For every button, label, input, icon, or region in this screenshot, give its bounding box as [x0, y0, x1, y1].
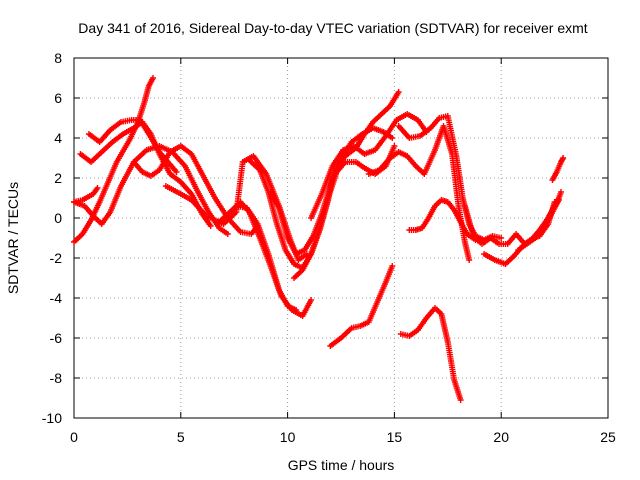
data-point: [560, 155, 567, 161]
series-sat-q: [395, 113, 505, 243]
data-point: [150, 75, 157, 81]
data-point: [94, 185, 101, 191]
series-sat-p: [365, 123, 473, 263]
series-sat-c: [85, 117, 180, 175]
y-tick-label: -8: [50, 370, 63, 386]
data-point: [389, 135, 396, 141]
plot-frame: [73, 57, 609, 419]
y-axis-label: SDTVAR / TECUs: [5, 182, 21, 294]
series-sat-w: [540, 189, 565, 229]
data-point: [395, 89, 402, 95]
data-point: [224, 231, 231, 237]
data-point: [391, 143, 398, 149]
data-point: [498, 235, 505, 241]
axis-ticks: -10 -8 -6 -4 -2 0 2 4 6 8 0 5 10 15 20 25: [42, 50, 616, 445]
x-tick-label: 5: [177, 429, 185, 445]
chart-title: Day 341 of 2016, Sidereal Day-to-day VTE…: [78, 20, 587, 36]
data-point: [207, 223, 214, 229]
series-sat-r: [397, 305, 464, 403]
data-point: [308, 297, 315, 303]
series-sat-o: [327, 263, 396, 349]
y-tick-label: -4: [50, 290, 63, 306]
grid-lines: [74, 58, 608, 418]
data-point: [457, 397, 464, 403]
data-series: [71, 75, 567, 403]
x-tick-label: 15: [387, 429, 403, 445]
x-tick-label: 10: [280, 429, 296, 445]
y-tick-label: 4: [54, 130, 62, 146]
series-sat-e: [71, 185, 101, 205]
data-point: [558, 189, 565, 195]
data-point: [466, 257, 473, 263]
y-tick-label: -2: [50, 250, 63, 266]
y-tick-label: 2: [54, 170, 62, 186]
y-tick-label: 0: [54, 210, 62, 226]
y-tick-label: 8: [54, 50, 62, 66]
x-axis-label: GPS time / hours: [288, 457, 395, 473]
y-tick-label: -10: [42, 410, 62, 426]
series-sat-x: [549, 155, 567, 183]
x-tick-label: 0: [70, 429, 78, 445]
x-tick-label: 20: [493, 429, 509, 445]
series-sat-l: [291, 143, 398, 281]
y-tick-label: 6: [54, 90, 62, 106]
series-sat-a: [71, 75, 157, 245]
series-sat-i: [233, 203, 300, 313]
series-sat-m: [308, 111, 430, 221]
y-tick-label: -6: [50, 330, 63, 346]
series-sat-d: [71, 143, 231, 237]
series-sat-n: [333, 89, 402, 169]
data-point: [293, 307, 300, 313]
data-point: [173, 169, 180, 175]
x-tick-label: 25: [600, 429, 616, 445]
data-point: [389, 263, 396, 269]
